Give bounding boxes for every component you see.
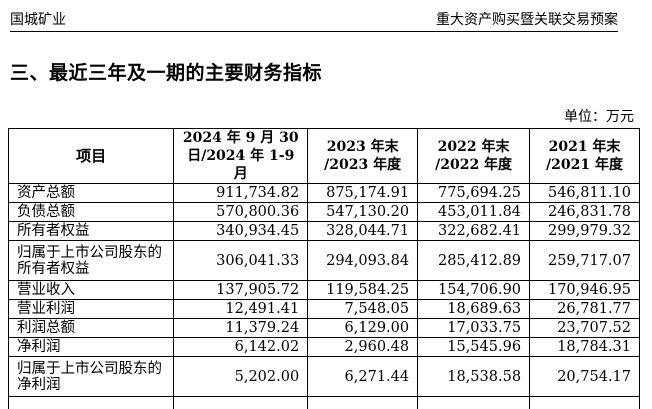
cell-value: 328,044.71 [307, 221, 419, 241]
cell-value: 137,905.72 [173, 280, 309, 300]
cell-value: 17,033.75 [417, 318, 531, 338]
cell-value: 119,584.25 [307, 280, 419, 300]
row-label: 利润总额 [7, 318, 175, 338]
cell-value: 5,202.00 [173, 356, 309, 397]
cell-value: 546,811.10 [529, 183, 640, 203]
header-doc-title: 重大资产购买暨关联交易预案 [436, 12, 618, 28]
cell-value: 547,130.20 [307, 202, 419, 222]
table-row: 资产总额 911,734.82 875,174.91 775,694.25 54… [7, 183, 640, 203]
cell-value: 775,694.25 [417, 183, 531, 203]
cell-value: 453,011.84 [417, 202, 531, 222]
cell-value [173, 396, 309, 409]
cell-value: 170,946.95 [529, 280, 640, 300]
column-header: 2023 年末/2023 年度 [307, 128, 419, 184]
cell-value: 875,174.91 [307, 183, 419, 203]
cell-value: 6,142.02 [173, 337, 309, 357]
cell-value: 7,548.05 [307, 299, 419, 319]
cell-value: 294,093.84 [307, 240, 419, 281]
cell-value [307, 396, 419, 409]
row-label: 所有者权益 [7, 221, 175, 241]
column-header: 2022 年末/2022 年度 [417, 128, 531, 184]
cell-value: 322,682.41 [417, 221, 531, 241]
table-row [7, 396, 640, 409]
cell-value: 246,831.78 [529, 202, 640, 222]
cell-value [417, 396, 531, 409]
table-row: 营业收入 137,905.72 119,584.25 154,706.90 17… [7, 280, 640, 300]
cell-value: 306,041.33 [173, 240, 309, 281]
cell-value: 23,707.52 [529, 318, 640, 338]
column-header: 2024 年 9 月 30 日/2024 年 1-9 月 [173, 128, 309, 184]
column-header: 项目 [7, 128, 175, 184]
cell-value [529, 396, 640, 409]
row-label: 净利润 [7, 337, 175, 357]
table-row: 所有者权益 340,934.45 328,044.71 322,682.41 2… [7, 221, 640, 241]
cell-value: 12,491.41 [173, 299, 309, 319]
cell-value: 340,934.45 [173, 221, 309, 241]
row-label: 营业利润 [7, 299, 175, 319]
row-label [7, 396, 175, 409]
cell-value: 18,784.31 [529, 337, 640, 357]
row-label: 负债总额 [7, 202, 175, 222]
table-header-row: 项目 2024 年 9 月 30 日/2024 年 1-9 月 2023 年末/2… [7, 128, 640, 184]
table-row: 归属于上市公司股东的所有者权益 306,041.33 294,093.84 28… [7, 240, 640, 281]
cell-value: 15,545.96 [417, 337, 531, 357]
row-label: 营业收入 [7, 280, 175, 300]
cell-value: 259,717.07 [529, 240, 640, 281]
cell-value: 18,689.63 [417, 299, 531, 319]
column-header: 2021 年末/2021 年度 [529, 128, 640, 184]
row-label: 归属于上市公司股东的所有者权益 [7, 240, 175, 281]
row-label: 资产总额 [7, 183, 175, 203]
cell-value: 6,271.44 [307, 356, 419, 397]
table-row: 利润总额 11,379.24 6,129.00 17,033.75 23,707… [7, 318, 640, 338]
cell-value: 6,129.00 [307, 318, 419, 338]
cell-value: 154,706.90 [417, 280, 531, 300]
unit-label: 单位：万元 [564, 109, 634, 125]
header-company: 国城矿业 [10, 12, 66, 28]
cell-value: 911,734.82 [173, 183, 309, 203]
table-row: 营业利润 12,491.41 7,548.05 18,689.63 26,781… [7, 299, 640, 319]
cell-value: 299,979.32 [529, 221, 640, 241]
table-row: 归属于上市公司股东的净利润 5,202.00 6,271.44 18,538.5… [7, 356, 640, 397]
cell-value: 11,379.24 [173, 318, 309, 338]
financial-indicators-table: 项目 2024 年 9 月 30 日/2024 年 1-9 月 2023 年末/2… [7, 128, 640, 409]
cell-value: 18,538.58 [417, 356, 531, 397]
cell-value: 26,781.77 [529, 299, 640, 319]
cell-value: 20,754.17 [529, 356, 640, 397]
cell-value: 285,412.89 [417, 240, 531, 281]
cell-value: 2,960.48 [307, 337, 419, 357]
table-row: 净利润 6,142.02 2,960.48 15,545.96 18,784.3… [7, 337, 640, 357]
table-row: 负债总额 570,800.36 547,130.20 453,011.84 24… [7, 202, 640, 222]
page-header: 国城矿业 重大资产购买暨关联交易预案 [10, 8, 618, 32]
section-title: 三、最近三年及一期的主要财务指标 [10, 62, 323, 84]
cell-value: 570,800.36 [173, 202, 309, 222]
row-label: 归属于上市公司股东的净利润 [7, 356, 175, 397]
